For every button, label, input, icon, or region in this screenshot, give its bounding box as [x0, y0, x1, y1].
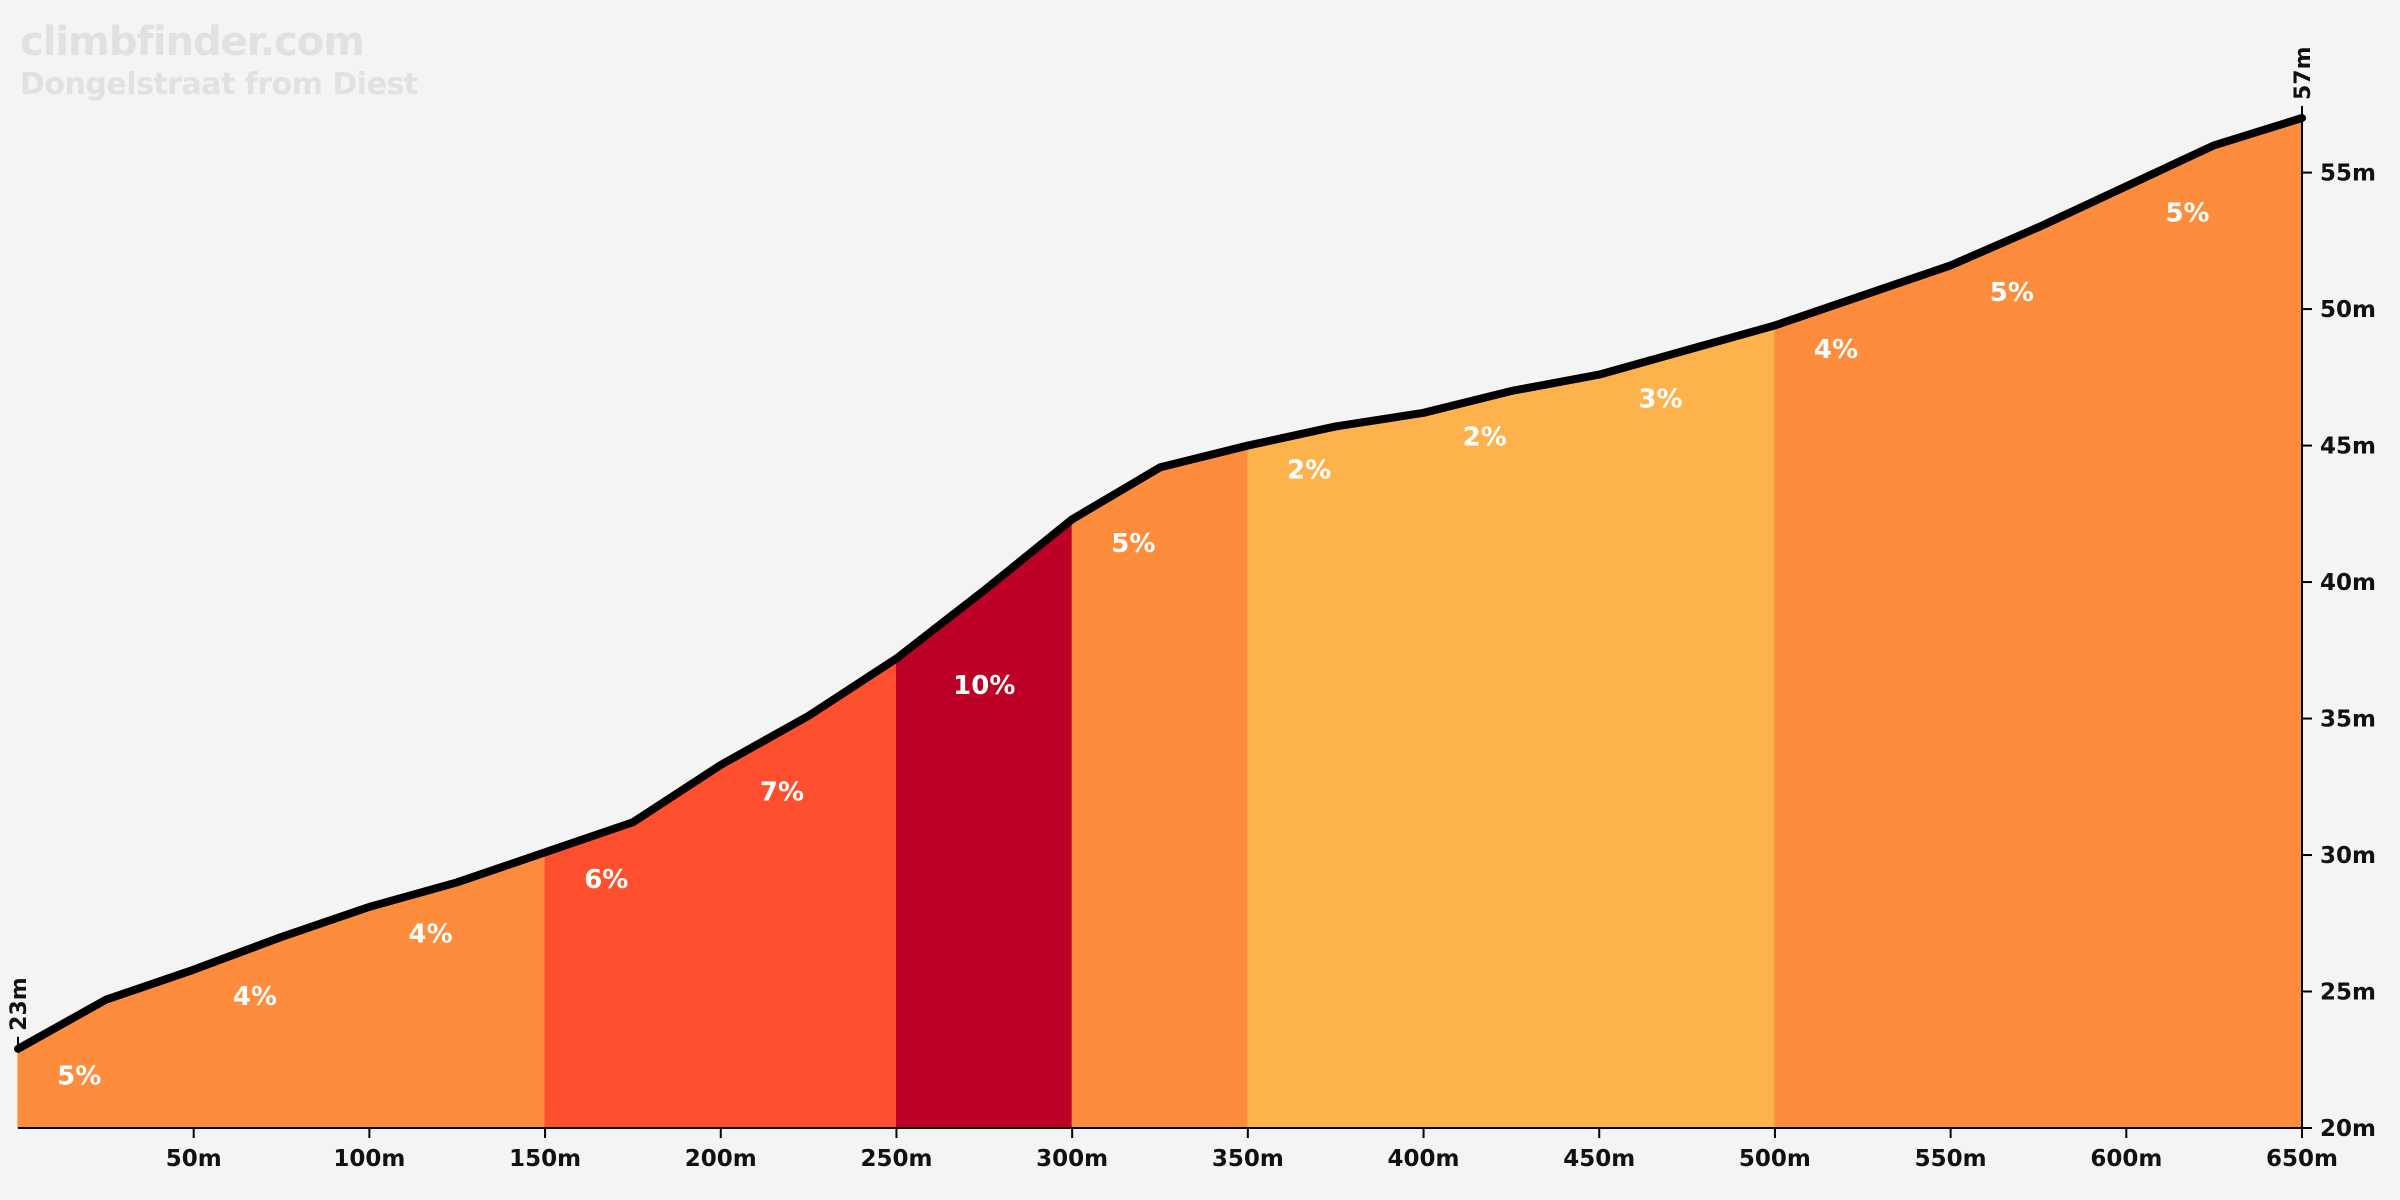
grade-label-11: 4% — [1814, 335, 1858, 365]
x-tick-label: 200m — [685, 1146, 757, 1172]
end-elevation-label: 57m — [2291, 46, 2316, 100]
x-tick-label: 650m — [2266, 1146, 2338, 1172]
grade-label-6: 10% — [953, 671, 1015, 701]
segment-3-area — [895, 518, 1073, 1129]
x-tick-label: 400m — [1388, 1146, 1460, 1172]
grade-label-13: 5% — [2165, 199, 2209, 229]
chart-title: Dongelstraat from Diest — [20, 67, 418, 102]
x-tick-label: 550m — [1915, 1146, 1987, 1172]
site-brand: climbfinder.com — [20, 19, 365, 65]
x-tick-label: 250m — [860, 1146, 932, 1172]
y-tick-label: 50m — [2320, 297, 2376, 323]
x-tick-label: 150m — [509, 1146, 581, 1172]
segment-4-area — [1071, 444, 1249, 1129]
grade-label-9: 2% — [1463, 423, 1507, 453]
segment-6-area — [1774, 117, 2303, 1129]
profile-line — [14, 114, 2306, 1053]
segment-5-area — [1247, 324, 1776, 1129]
grade-label-5: 7% — [760, 777, 804, 807]
grade-label-7: 5% — [1111, 529, 1155, 559]
y-tick-label: 30m — [2320, 843, 2376, 869]
grade-label-3: 4% — [409, 919, 453, 949]
x-tick-label: 350m — [1212, 1146, 1284, 1172]
x-tick-label: 300m — [1036, 1146, 1108, 1172]
y-tick-label: 25m — [2320, 980, 2376, 1006]
grade-label-10: 3% — [1638, 384, 1682, 414]
grade-label-4: 6% — [584, 865, 628, 895]
y-tick-label: 35m — [2320, 707, 2376, 733]
x-tick-label: 500m — [1739, 1146, 1811, 1172]
grade-label-12: 5% — [1990, 278, 2034, 308]
grade-label-2: 4% — [233, 982, 277, 1012]
start-elevation-label: 23m — [7, 977, 32, 1031]
grade-label-8: 2% — [1287, 455, 1331, 485]
x-tick-label: 100m — [333, 1146, 405, 1172]
y-tick-label: 55m — [2320, 161, 2376, 187]
y-tick-label: 20m — [2320, 1116, 2376, 1142]
grade-label-1: 5% — [57, 1061, 101, 1091]
x-tick-label: 600m — [2090, 1146, 2162, 1172]
y-tick-label: 40m — [2320, 570, 2376, 596]
y-tick-label: 45m — [2320, 434, 2376, 460]
x-tick-label: 450m — [1563, 1146, 1635, 1172]
x-tick-label: 50m — [166, 1146, 222, 1172]
